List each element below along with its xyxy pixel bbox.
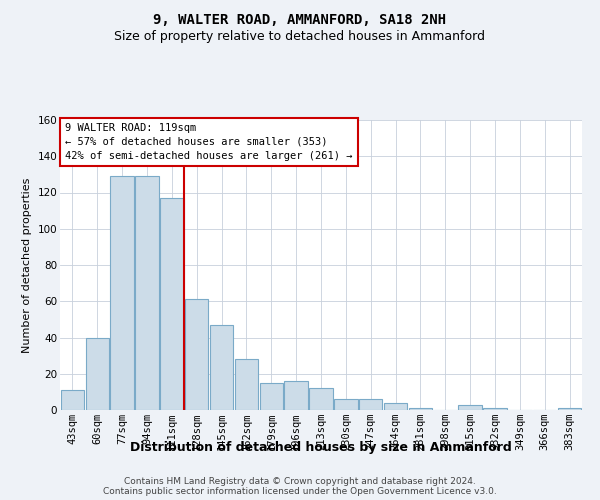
Bar	[185, 300, 208, 410]
Bar	[136, 176, 158, 410]
Bar	[61, 390, 84, 410]
Bar	[86, 338, 109, 410]
Bar	[110, 176, 134, 410]
Bar	[210, 325, 233, 410]
Bar	[235, 359, 258, 410]
Text: Contains HM Land Registry data © Crown copyright and database right 2024.: Contains HM Land Registry data © Crown c…	[124, 476, 476, 486]
Bar	[359, 399, 382, 410]
Bar	[484, 408, 506, 410]
Text: Distribution of detached houses by size in Ammanford: Distribution of detached houses by size …	[130, 441, 512, 454]
Text: 9 WALTER ROAD: 119sqm
← 57% of detached houses are smaller (353)
42% of semi-det: 9 WALTER ROAD: 119sqm ← 57% of detached …	[65, 123, 353, 161]
Text: Size of property relative to detached houses in Ammanford: Size of property relative to detached ho…	[115, 30, 485, 43]
Bar	[310, 388, 332, 410]
Text: 9, WALTER ROAD, AMMANFORD, SA18 2NH: 9, WALTER ROAD, AMMANFORD, SA18 2NH	[154, 12, 446, 26]
Bar	[334, 399, 358, 410]
Bar	[160, 198, 184, 410]
Bar	[458, 404, 482, 410]
Bar	[284, 381, 308, 410]
Text: Contains public sector information licensed under the Open Government Licence v3: Contains public sector information licen…	[103, 486, 497, 496]
Y-axis label: Number of detached properties: Number of detached properties	[22, 178, 32, 352]
Bar	[384, 403, 407, 410]
Bar	[558, 408, 581, 410]
Bar	[260, 383, 283, 410]
Bar	[409, 408, 432, 410]
